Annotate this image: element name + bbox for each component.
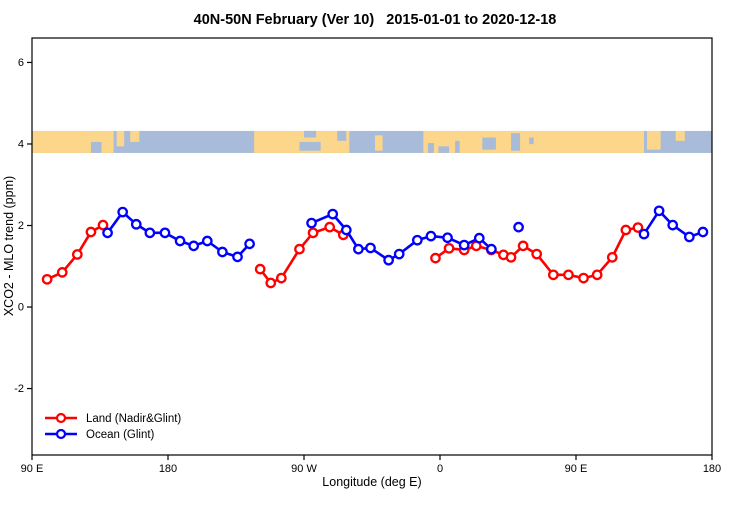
series-line [259,225,344,285]
x-tick-label: 90 W [291,463,317,475]
data-point [683,231,695,243]
data-point [667,219,679,231]
data-point [174,235,186,247]
data-point [442,232,453,244]
data-point [71,249,83,260]
data-point [513,221,524,233]
legend-land-marker-icon [55,412,67,424]
map-land-patch [375,135,383,151]
data-point [159,227,171,239]
data-point [620,224,632,236]
data-point [443,242,455,254]
map-water-patch [455,140,460,153]
map-band [32,130,712,153]
x-tick-label: 180 [703,463,721,475]
data-point [144,227,156,239]
legend-land-label: Land (Nadir&Glint) [86,413,181,425]
data-point [294,243,305,255]
axes: 90 E 180 90 W 0 90 E 180 -2 0 2 4 6 [14,57,721,475]
y-tick-label: 6 [18,57,24,69]
data-point [265,277,277,289]
map-water-patch [529,137,534,145]
legend-ocean-label: Ocean (Glint) [86,429,155,441]
x-tick-label: 0 [437,463,443,475]
data-point [85,226,97,238]
x-axis-label: Longitude (deg E) [322,475,421,489]
map-water-patch [511,133,521,151]
map-water-patch [482,137,496,150]
data-point [578,272,589,284]
data-point [307,227,319,239]
data-point [201,235,213,247]
x-tick-label: 90 E [565,463,588,475]
data-point [606,251,618,263]
data-point [232,251,243,263]
data-point [411,234,423,246]
data-point [473,232,485,244]
y-tick-label: 4 [18,138,24,150]
legend: Land (Nadir&Glint) Ocean (Glint) [45,412,181,441]
map-water-patch [90,141,102,153]
data-point [324,221,336,233]
data-point [653,205,665,217]
data-point [430,252,441,264]
map-land-patch [675,130,685,141]
data-point [383,254,394,266]
series-line [434,226,639,280]
data-point [425,230,437,242]
data-point [340,224,352,236]
data-point [632,222,644,233]
data-point [327,208,339,220]
map-water-patch [304,130,317,138]
series-line [106,210,251,259]
map-land-patch [116,130,125,147]
data-point [517,240,529,252]
x-tick-label: 90 E [21,463,44,475]
data-point [102,227,113,239]
data-point [591,269,603,281]
data-point [393,248,405,260]
data-point [188,240,200,252]
data-point [306,217,317,229]
data-point [353,243,364,255]
y-tick-label: 0 [18,302,24,314]
y-tick-label: -2 [14,383,24,395]
chart-title: 40N-50N February (Ver 10) 2015-01-01 to … [194,12,557,28]
y-tick-label: 2 [18,220,24,232]
data-point [41,273,53,285]
map-land-patch [130,130,140,142]
data-point [130,218,142,230]
legend-ocean-marker-icon [55,428,67,440]
plot-border [31,37,713,456]
data-point [365,242,376,254]
data-point [254,263,266,275]
data-point [244,238,255,250]
data-point [486,243,497,255]
data-point [117,206,129,218]
map-water-patch [427,143,434,153]
data-point [505,251,517,263]
map-water-patch [337,130,347,141]
data-point [531,248,543,260]
data-point [97,219,109,231]
x-tick-label: 180 [159,463,177,475]
data-series [41,205,709,289]
data-point [563,269,574,281]
y-axis-label: XCO2 - MLO trend (ppm) [2,176,16,316]
data-point [56,267,68,278]
data-point [275,272,287,284]
map-land-patch [647,130,661,150]
data-point [638,228,650,240]
data-point [697,226,709,238]
data-point [217,246,228,258]
map-water-patch [299,141,321,151]
data-point [458,239,470,251]
data-point [547,269,559,281]
map-water-patch [438,146,450,153]
